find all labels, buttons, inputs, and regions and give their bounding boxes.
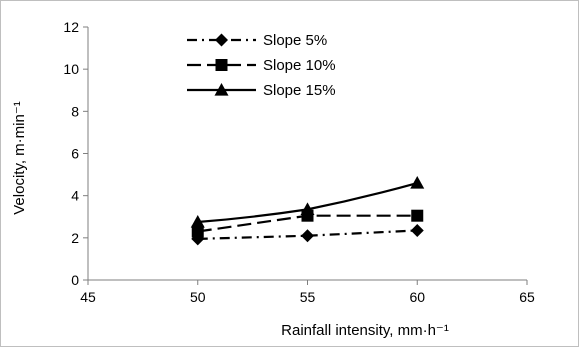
- y-tick-label: 6: [71, 146, 79, 162]
- series-3: [190, 176, 425, 228]
- legend-marker: [215, 33, 228, 47]
- legend-item: Slope 10%: [187, 57, 336, 74]
- y-tick-label: 12: [63, 19, 79, 35]
- legend-label: Slope 15%: [263, 82, 336, 99]
- y-tick-label: 8: [71, 103, 79, 119]
- legend-marker: [215, 59, 228, 71]
- x-tick-labels: 45 50 55 60 65: [80, 280, 535, 305]
- data-point: [191, 225, 204, 238]
- series-line: [197, 229, 418, 240]
- y-tick-labels: 0 2 4 6 8 10 12: [63, 19, 88, 288]
- x-axis-title: Rainfall intensity, mm·h⁻¹: [281, 322, 449, 339]
- y-axis-title: Velocity, m·min⁻¹: [11, 101, 28, 215]
- x-tick-label: 45: [80, 289, 96, 305]
- legend-label: Slope 5%: [263, 32, 327, 49]
- data-point: [411, 209, 424, 222]
- data-point: [301, 229, 314, 243]
- x-tick-label: 50: [190, 289, 206, 305]
- series-group: [190, 176, 425, 246]
- x-tick-label: 55: [300, 289, 316, 305]
- legend-item: Slope 15%: [187, 82, 336, 99]
- y-tick-label: 0: [71, 272, 79, 288]
- legend-label: Slope 10%: [263, 57, 336, 74]
- x-tick-label: 60: [409, 289, 425, 305]
- y-tick-label: 2: [71, 230, 79, 246]
- legend-item: Slope 5%: [187, 32, 327, 49]
- data-point: [410, 223, 424, 237]
- x-tick-label: 65: [519, 289, 535, 305]
- legend-marker: [214, 83, 229, 96]
- y-tick-label: 4: [71, 188, 79, 204]
- legend: Slope 5% Slope 10% Slope 15%: [187, 32, 336, 99]
- data-point: [300, 202, 315, 215]
- y-tick-label: 10: [63, 61, 79, 77]
- data-point: [410, 176, 425, 189]
- data-point: [190, 215, 205, 228]
